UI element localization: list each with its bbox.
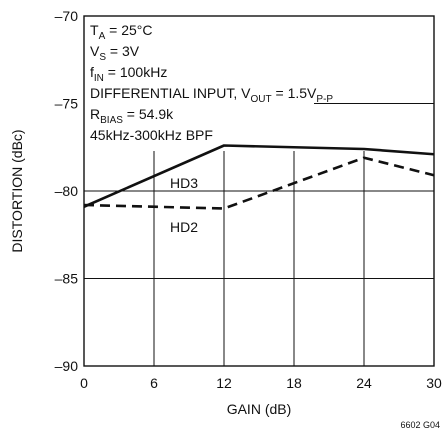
condition-vs: VS = 3V	[90, 43, 140, 63]
grid-lines	[84, 103, 434, 366]
condition-fin: fIN = 100kHz	[90, 64, 167, 84]
y-axis-label: DISTORTION (dBc)	[9, 129, 25, 252]
y-tick-label: –75	[55, 96, 79, 112]
x-tick-label: 30	[426, 375, 442, 391]
x-tick-labels: 0 6 12 18 24 30	[80, 375, 442, 391]
x-tick-label: 6	[150, 375, 158, 391]
condition-input: DIFFERENTIAL INPUT, VOUT = 1.5VP-P	[90, 85, 333, 105]
series-label-hd3: HD3	[170, 175, 198, 191]
condition-ta: TA = 25°C	[90, 22, 152, 42]
condition-bpf: 45kHz-300kHz BPF	[90, 127, 213, 143]
series-line-hd3	[83, 144, 435, 208]
x-tick-label: 12	[216, 375, 232, 391]
y-tick-label: –90	[55, 358, 79, 374]
series-line-hd2	[83, 156, 435, 210]
x-tick-label: 18	[286, 375, 302, 391]
figure-id: 6602 G04	[400, 420, 440, 430]
series-layer	[83, 144, 435, 210]
y-tick-label: –80	[55, 183, 79, 199]
y-tick-labels: –70 –75 –80 –85 –90	[55, 8, 79, 374]
x-tick-label: 0	[80, 375, 88, 391]
series-label-hd2: HD2	[170, 219, 198, 235]
x-axis-label: GAIN (dB)	[227, 401, 292, 417]
x-tick-label: 24	[356, 375, 372, 391]
y-tick-label: –70	[55, 8, 79, 24]
condition-rbias: RBIAS = 54.9k	[90, 106, 174, 126]
test-conditions: TA = 25°C VS = 3V fIN = 100kHz DIFFERENT…	[90, 22, 333, 143]
y-tick-label: –85	[55, 271, 79, 287]
plot-frame	[83, 15, 435, 367]
